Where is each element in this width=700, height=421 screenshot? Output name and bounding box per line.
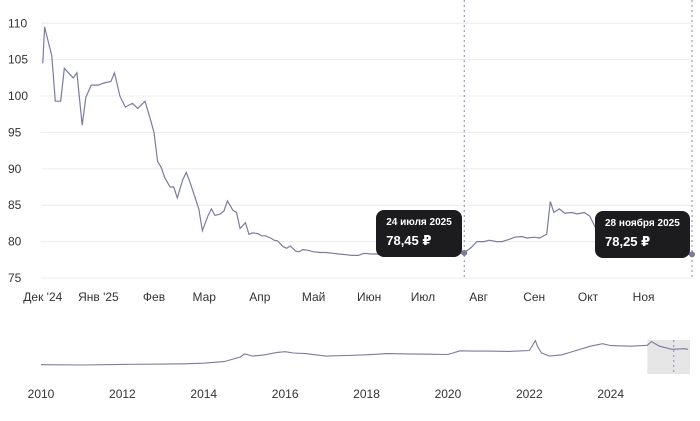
x-tick-label: Апр	[249, 290, 271, 304]
navigator-year-label: 2020	[435, 387, 462, 401]
navigator-series-line	[40, 339, 689, 366]
navigator-year-label: 2018	[353, 387, 380, 401]
x-tick-label: Дек '24	[23, 290, 62, 304]
navigator-year-label: 2022	[516, 387, 543, 401]
x-tick-label: Окт	[578, 290, 599, 304]
x-tick-label: Авг	[469, 290, 488, 304]
range-selection-window[interactable]	[647, 340, 690, 374]
tooltip-value: 78,25 ₽	[605, 234, 651, 250]
y-tick-label: 75	[8, 271, 22, 285]
y-tick-label: 95	[8, 125, 22, 139]
price-series-line	[42, 26, 693, 257]
tooltip-date: 24 июля 2025	[386, 216, 452, 228]
x-tick-label: Мар	[192, 290, 216, 304]
tooltip-date: 28 ноября 2025	[605, 218, 680, 230]
x-tick-label: Фев	[143, 290, 165, 304]
y-tick-label: 90	[8, 162, 22, 176]
navigator-year-label: 2016	[272, 387, 299, 401]
tooltip-selected-point: 24 июля 2025 78,45 ₽	[376, 209, 462, 257]
y-tick-label: 110	[8, 16, 27, 30]
y-tick-label: 80	[8, 235, 22, 249]
navigator-year-label: 2014	[190, 387, 217, 401]
price-chart[interactable]: 75 80 85 90 95 100 105 110 Дек '24 Янв '25 Фев Мар А…	[0, 0, 700, 310]
range-navigator[interactable]: 2010 2012 2014 2016 2018 2020 2022 2024	[0, 318, 700, 418]
x-tick-label: Июл	[411, 290, 435, 304]
navigator-year-label: 2010	[28, 387, 55, 401]
x-tick-label: Июн	[357, 290, 381, 304]
navigator-year-label: 2012	[109, 387, 136, 401]
marker-dot[interactable]	[689, 251, 695, 258]
tooltip-latest-point: 28 ноября 2025 78,25 ₽	[595, 211, 690, 259]
x-tick-label: Май	[302, 290, 326, 304]
y-tick-label: 105	[8, 53, 28, 67]
tooltip-value: 78,45 ₽	[386, 232, 432, 248]
y-tick-label: 100	[8, 89, 28, 103]
marker-dot[interactable]	[461, 249, 468, 256]
y-tick-label: 85	[8, 198, 22, 212]
x-tick-label: Ноя	[633, 290, 655, 304]
x-tick-label: Янв '25	[78, 290, 119, 304]
x-tick-label: Сен	[523, 290, 545, 304]
navigator-year-label: 2024	[597, 387, 624, 401]
